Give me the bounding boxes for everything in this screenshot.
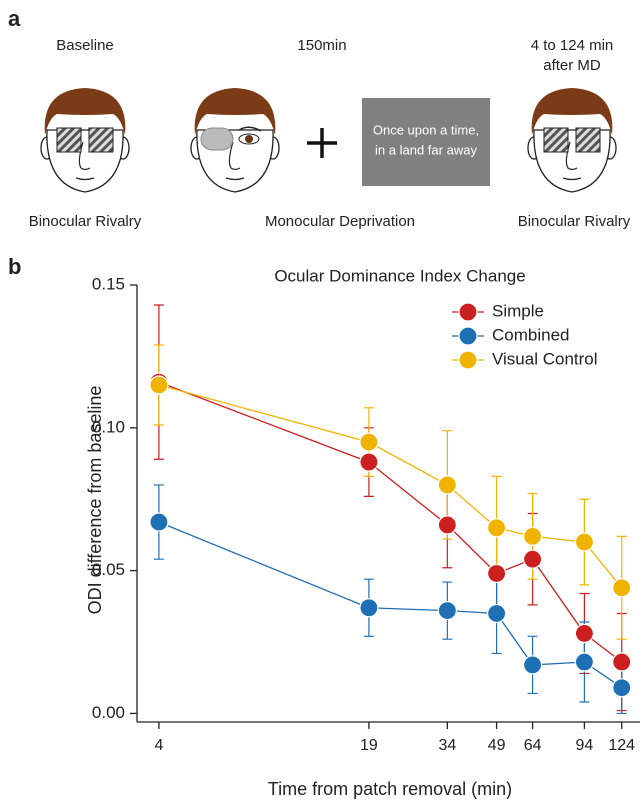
x-tick-label: 49 [488,737,506,754]
panel-label: b [8,254,21,279]
plot-area: 0.00 0.05 0.10 0.15 4 19 34 49 64 94 124 Simple Comb… [92,274,640,754]
x-tick-label: 4 [154,737,163,754]
series-line [159,382,622,662]
screen-text: Once upon a time, [373,122,479,137]
series-line [159,385,622,588]
series-line [159,522,622,688]
legend-marker [459,327,477,345]
x-axis-label: Time from patch removal (min) [268,779,512,799]
data-point [488,564,506,582]
data-point [613,679,631,697]
data-point [613,653,631,671]
stage-heading: after MD [543,57,601,74]
legend-label: Combined [492,325,570,344]
y-tick-label: 0.10 [92,417,125,436]
data-point [150,513,168,531]
data-point [488,519,506,537]
screen-text: in a land far away [375,142,477,157]
legend-label: Visual Control [492,349,598,368]
stage-caption: Binocular Rivalry [29,213,142,230]
data-point [524,656,542,674]
x-tick-label: 34 [438,737,456,754]
x-tick-label: 64 [524,737,542,754]
chart-title: Ocular Dominance Index Change [274,266,525,285]
data-point [488,604,506,622]
stage-heading: 150min [297,37,346,54]
x-tick-label: 19 [360,737,378,754]
data-point [575,653,593,671]
legend-marker [459,303,477,321]
legend-marker [459,351,477,369]
data-point [360,599,378,617]
data-point [524,527,542,545]
data-point [360,433,378,451]
face [191,88,279,192]
data-point [575,533,593,551]
plus-sign [307,128,337,158]
data-point [438,516,456,534]
stage-caption: Binocular Rivalry [518,213,631,230]
x-tick-label: 94 [576,737,594,754]
stage-heading: Baseline [56,37,114,54]
panel-label: a [8,6,21,31]
stage-heading: 4 to 124 min [531,37,614,54]
data-point [613,579,631,597]
stage-caption: Monocular Deprivation [265,213,415,230]
legend-label: Simple [492,301,544,320]
y-tick-label: 0.15 [92,274,125,293]
y-tick-label: 0.00 [92,703,125,722]
figure: a b Baseline Binocular Rivalry 150min On… [0,0,644,802]
data-point [575,624,593,642]
data-point [360,453,378,471]
data-point [150,376,168,394]
data-point [524,550,542,568]
data-point [438,476,456,494]
y-tick-label: 0.05 [92,560,125,579]
data-point [438,602,456,620]
x-tick-label: 124 [608,737,635,754]
face [528,88,616,192]
face [41,88,129,192]
